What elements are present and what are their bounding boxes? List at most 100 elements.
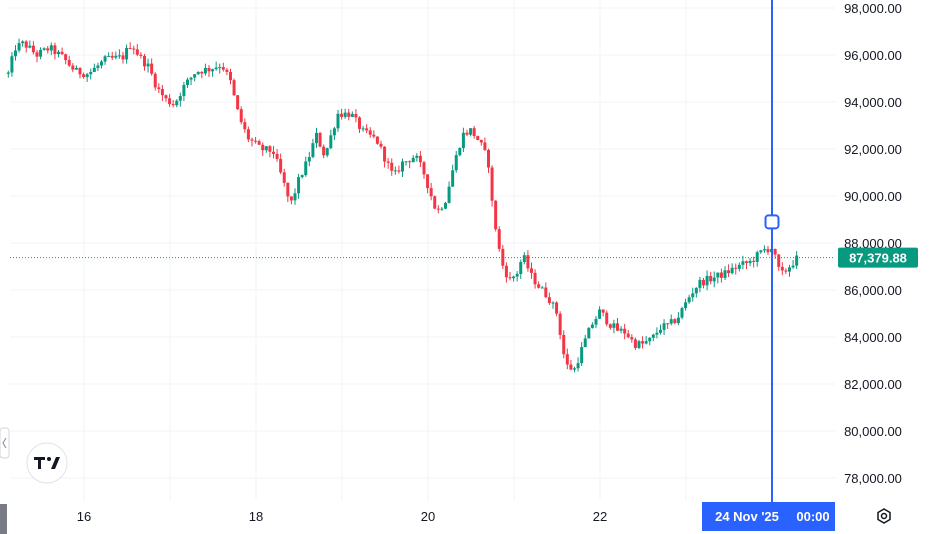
y-tick-label: 84,000.00 bbox=[844, 330, 902, 345]
candle-body bbox=[228, 71, 232, 81]
candle-body bbox=[390, 162, 394, 171]
candle-body bbox=[307, 157, 311, 162]
candle-body bbox=[200, 71, 204, 74]
crosshair-handle[interactable] bbox=[764, 214, 780, 230]
candle-body bbox=[211, 69, 215, 72]
candle-body bbox=[314, 132, 318, 144]
candle-body bbox=[422, 162, 426, 175]
candle-body bbox=[350, 113, 354, 117]
candle-body bbox=[558, 313, 562, 335]
candle-body bbox=[551, 302, 555, 304]
candle-body bbox=[300, 175, 304, 178]
candle-body bbox=[762, 249, 766, 251]
candle-body bbox=[673, 319, 677, 324]
candle-body bbox=[329, 135, 333, 149]
tradingview-logo[interactable] bbox=[26, 442, 68, 484]
candle-body bbox=[221, 67, 225, 70]
candle-body bbox=[598, 309, 602, 319]
y-tick-label: 98,000.00 bbox=[844, 1, 902, 16]
candle-body bbox=[78, 67, 82, 75]
candle-body bbox=[691, 293, 695, 298]
candle-body bbox=[411, 157, 415, 163]
x-tick-label: 16 bbox=[77, 509, 91, 524]
candle-body bbox=[572, 368, 576, 370]
candle-body bbox=[207, 67, 211, 72]
candle-body bbox=[440, 208, 444, 210]
candle-body bbox=[282, 172, 286, 183]
candle-body bbox=[777, 254, 781, 267]
candle-body bbox=[630, 337, 634, 340]
y-tick-label: 88,000.00 bbox=[844, 236, 902, 251]
candle-body bbox=[239, 109, 243, 123]
candle-body bbox=[608, 324, 612, 328]
crosshair-time-label: 00:00 bbox=[796, 509, 829, 524]
candle-body bbox=[117, 55, 121, 57]
candle-body bbox=[741, 261, 745, 265]
candle-body bbox=[795, 255, 799, 266]
candle-body bbox=[469, 128, 473, 135]
candle-body bbox=[494, 200, 498, 230]
candle-body bbox=[687, 297, 691, 303]
candle-body bbox=[185, 79, 189, 85]
candle-body bbox=[529, 268, 533, 273]
candle-body bbox=[386, 161, 390, 163]
candle-body bbox=[519, 262, 523, 274]
candle-body bbox=[476, 136, 480, 141]
candle-body bbox=[526, 255, 530, 269]
candle-body bbox=[393, 170, 397, 172]
left-edge-bar bbox=[0, 504, 7, 534]
candle-body bbox=[766, 249, 770, 253]
candle-body bbox=[164, 95, 168, 99]
candle-body bbox=[773, 248, 777, 255]
candle-body bbox=[400, 161, 404, 172]
candle-body bbox=[576, 363, 580, 369]
candle-body bbox=[150, 63, 154, 74]
candle-body bbox=[53, 45, 57, 55]
candle-body bbox=[114, 55, 118, 58]
candle-body bbox=[318, 132, 322, 147]
candle-body bbox=[243, 122, 247, 130]
grid bbox=[10, 0, 835, 500]
y-tick-label: 96,000.00 bbox=[844, 48, 902, 63]
candle-body bbox=[304, 161, 308, 176]
last-price-label: 87,379.88 bbox=[849, 251, 907, 266]
candle-body bbox=[171, 104, 175, 106]
candle-body bbox=[744, 261, 748, 264]
candle-body bbox=[289, 196, 293, 201]
candle-body bbox=[676, 317, 680, 324]
candle-body bbox=[31, 45, 35, 53]
scroll-left-handle[interactable] bbox=[0, 427, 10, 459]
candle-body bbox=[601, 309, 605, 313]
candle-body bbox=[515, 273, 519, 277]
candle-body bbox=[569, 364, 573, 370]
candle-body bbox=[533, 272, 537, 285]
candle-body bbox=[6, 72, 10, 74]
settings-gear-icon[interactable] bbox=[877, 508, 891, 524]
candle-body bbox=[619, 328, 623, 331]
candle-body bbox=[709, 275, 713, 282]
x-tick-label: 20 bbox=[421, 509, 435, 524]
candle-body bbox=[218, 67, 222, 69]
candle-body bbox=[286, 182, 290, 197]
candle-body bbox=[623, 328, 627, 334]
candle-body bbox=[365, 128, 369, 131]
candle-body bbox=[605, 312, 609, 325]
candle-body bbox=[486, 149, 490, 168]
y-axis: 98,000.00 96,000.00 94,000.00 92,000.00 90,0… bbox=[844, 1, 902, 486]
candle-body bbox=[587, 327, 591, 339]
candle-body bbox=[189, 77, 193, 80]
candle-body bbox=[590, 324, 594, 328]
y-tick-label: 82,000.00 bbox=[844, 377, 902, 392]
plot-background bbox=[10, 0, 835, 500]
candle-body bbox=[275, 153, 279, 159]
candle-body bbox=[701, 279, 705, 286]
candle-body bbox=[658, 329, 662, 333]
y-tick-label: 78,000.00 bbox=[844, 471, 902, 486]
candle-body bbox=[311, 143, 315, 158]
candle-body bbox=[92, 67, 96, 72]
candle-body bbox=[547, 297, 551, 304]
candle-body bbox=[67, 60, 71, 66]
candle-body bbox=[429, 188, 433, 197]
y-tick-label: 86,000.00 bbox=[844, 283, 902, 298]
